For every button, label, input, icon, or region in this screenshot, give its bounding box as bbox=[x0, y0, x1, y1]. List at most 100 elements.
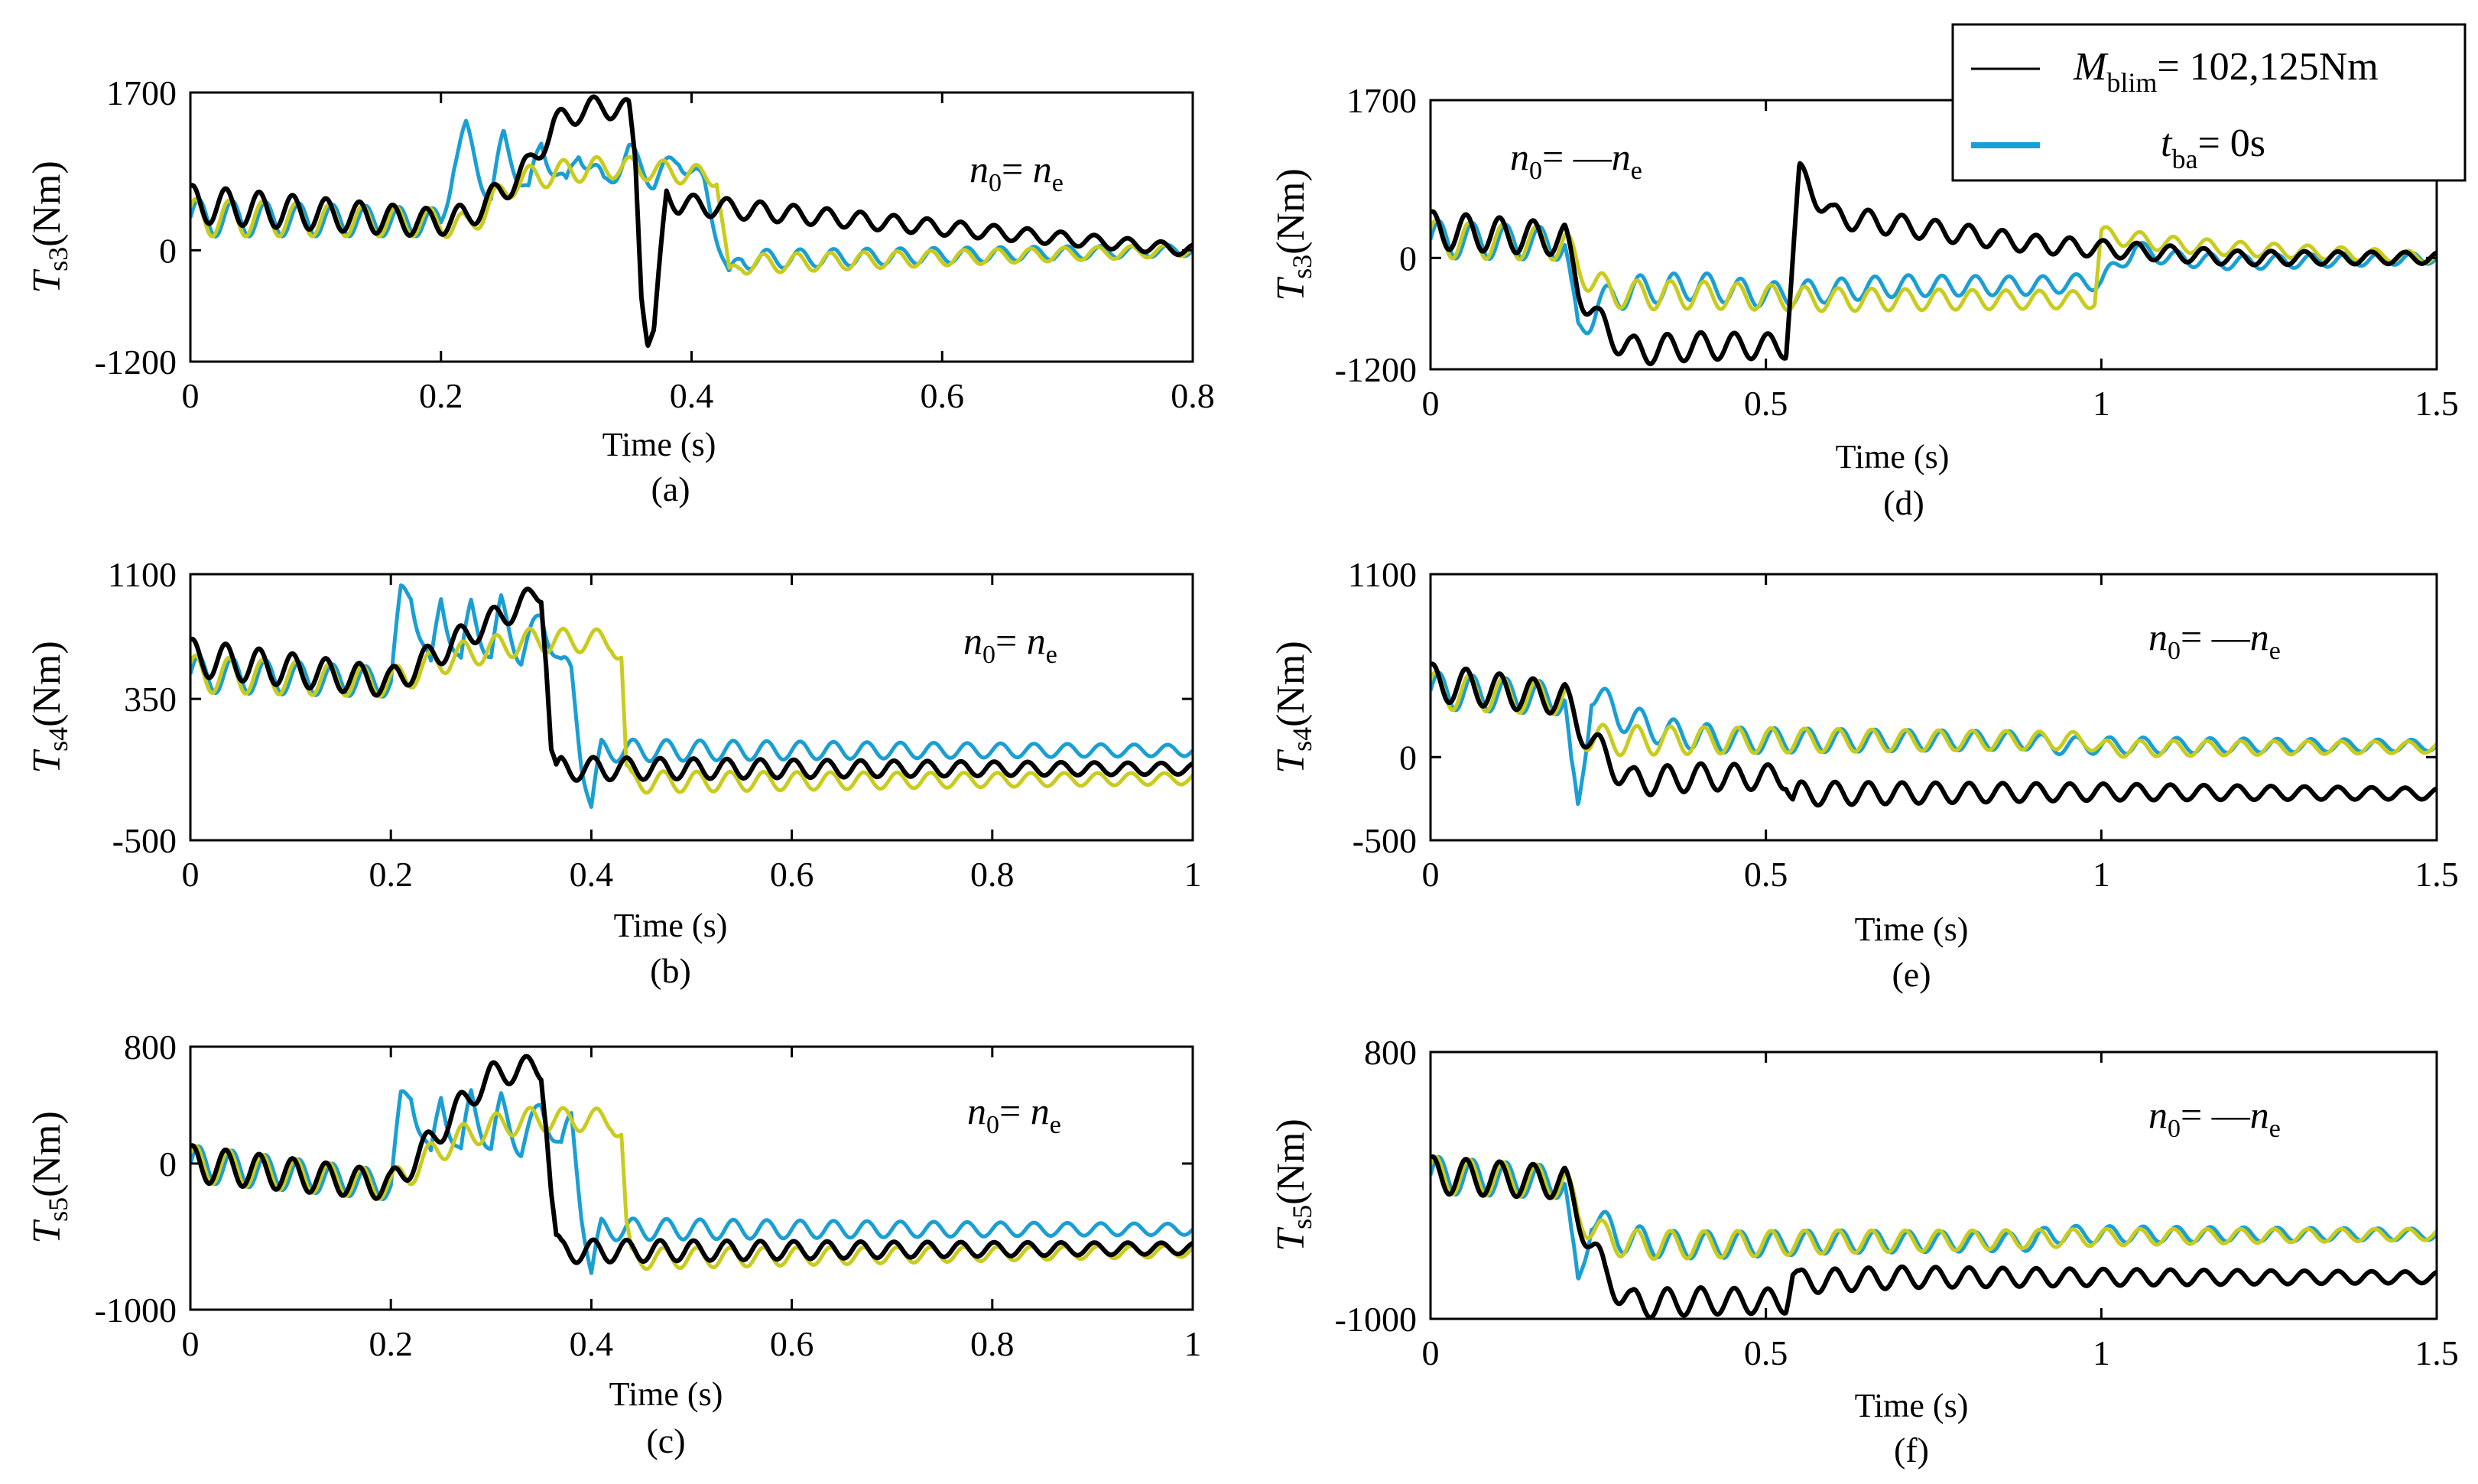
panel-f-plot: 0 0.5 1 1.5 -1000 800 bbox=[1335, 1033, 2459, 1372]
panel-d-axes-frame bbox=[1429, 99, 2438, 371]
panel-e-ytick-label: 0 bbox=[1399, 738, 1417, 777]
panel-f-xtick-label: 0 bbox=[1422, 1333, 1440, 1372]
panel-a-xtick-label: 0.2 bbox=[419, 376, 463, 415]
panel-d-xlabel: Time (s) bbox=[1836, 438, 1950, 476]
panel-d-ytick-label: -1200 bbox=[1335, 350, 1417, 389]
panel-a-ytick-label: 1700 bbox=[106, 73, 177, 112]
panel-f-ytick-label: -1000 bbox=[1335, 1300, 1417, 1339]
panel-a-ylabel: Ts3(Nm) bbox=[25, 161, 73, 294]
panel-e-label: (e) bbox=[1892, 955, 1931, 994]
panel-d-series-2 bbox=[1431, 219, 2437, 313]
panel-c-ytick-label: 800 bbox=[124, 1028, 177, 1067]
panel-c-ytick-label: -1000 bbox=[95, 1291, 177, 1330]
panel-f-xtick-label: 1.5 bbox=[2415, 1333, 2459, 1372]
panel-b-series-1 bbox=[190, 583, 1193, 809]
panel-b-xtick-label: 0.8 bbox=[970, 855, 1015, 894]
panel-f-label: (f) bbox=[1894, 1430, 1929, 1469]
panel-c-xtick-label: 0 bbox=[182, 1324, 200, 1363]
panel-b-ylabel: Ts4(Nm) bbox=[25, 641, 73, 774]
panel-f-series-3 bbox=[1431, 1154, 2437, 1319]
panel-d-annotation: n0= —ne bbox=[1510, 135, 1642, 185]
panel-a-series-2 bbox=[190, 154, 1193, 276]
panel-c-xtick-label: 0.4 bbox=[570, 1324, 614, 1363]
panel-a-annotation: n0= ne bbox=[969, 148, 1064, 197]
panel-a-axes-frame bbox=[189, 91, 1194, 363]
legend-entry-mblim: Mblim= 102,125Nm bbox=[2073, 45, 2379, 98]
legend-box bbox=[1951, 23, 2467, 182]
panel-a-xtick-label: 0.4 bbox=[670, 376, 714, 415]
panel-a-xtick-label: 0.8 bbox=[1171, 376, 1215, 415]
panel-f-xtick-label: 0.5 bbox=[1744, 1333, 1788, 1372]
panel-c-series-1 bbox=[190, 1088, 1193, 1275]
panel-b-label: (b) bbox=[650, 951, 691, 990]
panel-f-series-2 bbox=[1431, 1154, 2437, 1262]
panel-c-xtick-label: 0.6 bbox=[770, 1324, 814, 1363]
panel-a-ytick-label: 0 bbox=[159, 231, 177, 270]
panel-d-xtick-label: 1.5 bbox=[2415, 384, 2459, 423]
panel-e-series-3 bbox=[1431, 661, 2437, 808]
panel-a-xtick-label: 0 bbox=[182, 376, 200, 415]
panel-c-ylabel: Ts5(Nm) bbox=[25, 1111, 73, 1244]
panel-e-series-2 bbox=[1431, 671, 2437, 759]
panel-b-ytick-label: 350 bbox=[124, 680, 177, 719]
panel-f-annotation: n0= —ne bbox=[2148, 1093, 2281, 1143]
panel-e-ytick-label: -500 bbox=[1353, 821, 1417, 860]
panel-b-ytick-label: -500 bbox=[112, 821, 177, 860]
panel-a-label: (a) bbox=[651, 469, 690, 508]
panel-d-ytick-label: 0 bbox=[1399, 239, 1417, 278]
panel-f-xlabel: Time (s) bbox=[1855, 1387, 1969, 1424]
panel-b-xtick-label: 0.6 bbox=[770, 855, 814, 894]
panel-e-xtick-label: 1 bbox=[2093, 855, 2110, 894]
panel-d-ytick-label: 1700 bbox=[1346, 81, 1417, 120]
panel-c-axes-frame bbox=[189, 1045, 1194, 1311]
panel-b-plot: 0 0.2 0.4 0.6 0.8 1 -500 350 1100 bbox=[108, 555, 1202, 894]
panel-e-xtick-label: 1.5 bbox=[2415, 855, 2459, 894]
panel-e-annotation: n0= —ne bbox=[2148, 615, 2281, 665]
legend-entry-tba: tba= 0s bbox=[2161, 122, 2265, 174]
panel-c-series-2 bbox=[190, 1106, 1193, 1271]
panel-b-xtick-label: 0.4 bbox=[570, 855, 614, 894]
panel-b-xlabel: Time (s) bbox=[614, 907, 728, 944]
panel-c-xtick-label: 0.8 bbox=[970, 1324, 1015, 1363]
panel-e-ylabel: Ts4(Nm) bbox=[1269, 641, 1317, 774]
panel-e-axes-frame bbox=[1429, 573, 2438, 842]
panel-c-label: (c) bbox=[646, 1421, 685, 1460]
panel-b-axes-frame bbox=[189, 573, 1194, 842]
panel-b-xtick-label: 0 bbox=[182, 855, 200, 894]
panel-d-label: (d) bbox=[1883, 483, 1924, 522]
panel-d-series-1 bbox=[1431, 219, 2437, 336]
panel-f-axes-frame bbox=[1429, 1050, 2438, 1320]
panel-e-xlabel: Time (s) bbox=[1855, 911, 1969, 948]
panel-b-xtick-label: 0.2 bbox=[369, 855, 413, 894]
panel-b-xtick-label: 1 bbox=[1184, 855, 1202, 894]
panel-a-ytick-label: -1200 bbox=[95, 343, 177, 382]
panel-f-series-1 bbox=[1431, 1154, 2437, 1281]
panel-c-xlabel: Time (s) bbox=[609, 1375, 723, 1413]
panel-e-xtick-label: 0 bbox=[1422, 855, 1440, 894]
panel-c-xtick-label: 1 bbox=[1184, 1324, 1202, 1363]
panel-d-series-3 bbox=[1431, 161, 2437, 366]
panel-a-xlabel: Time (s) bbox=[602, 426, 716, 463]
panel-b-series-2 bbox=[190, 626, 1193, 795]
panel-d-xtick-label: 0 bbox=[1422, 384, 1440, 423]
panel-b-ytick-label: 1100 bbox=[108, 555, 177, 594]
panel-b: 0 0.2 0.4 0.6 0.8 1 -500 350 1100 Ts4(Nm) Time (… bbox=[25, 555, 1202, 990]
panel-c-xtick-label: 0.2 bbox=[369, 1324, 413, 1363]
panel-f: 0 0.5 1 1.5 -1000 800 Ts5(Nm) Time (s) (f) n0… bbox=[1269, 1033, 2459, 1469]
panel-b-annotation: n0= ne bbox=[963, 619, 1057, 669]
panel-a-xtick-label: 0.6 bbox=[921, 376, 965, 415]
panel-d-ylabel: Ts3(Nm) bbox=[1269, 168, 1317, 301]
panel-c-annotation: n0= ne bbox=[967, 1089, 1061, 1139]
panel-d-xtick-label: 1 bbox=[2093, 384, 2110, 423]
legend: Mblim= 102,125Nm tba= 0s bbox=[1951, 23, 2467, 182]
panel-f-xtick-label: 1 bbox=[2093, 1333, 2110, 1372]
